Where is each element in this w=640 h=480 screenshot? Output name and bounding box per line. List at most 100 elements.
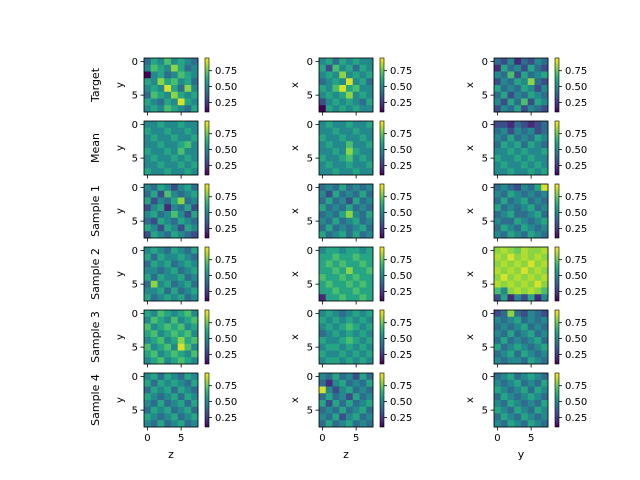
heatmap-cell (527, 204, 535, 212)
heatmap-cell (500, 78, 508, 86)
heatmap-cell (541, 148, 549, 156)
heatmap-cell (366, 190, 374, 198)
heatmap-cell (339, 211, 347, 219)
heatmap-cell (325, 161, 333, 169)
heatmap-cell (171, 420, 179, 428)
heatmap-cell (541, 58, 549, 66)
heatmap-cell (177, 310, 185, 318)
heatmap-cell (352, 316, 360, 324)
heatmap-cell (500, 413, 508, 421)
heatmap-cell (352, 71, 360, 79)
heatmap-cell (352, 357, 360, 365)
heatmap-cell (332, 190, 340, 198)
heatmap-cell (164, 58, 172, 66)
colorbar-tick-label: 0.50 (215, 82, 237, 93)
colorbar (379, 120, 385, 176)
heatmap-cell (150, 294, 158, 302)
heatmap-cell (164, 294, 172, 302)
colorbar (204, 183, 210, 239)
heatmap-cell (352, 64, 360, 72)
panel-frame (318, 120, 374, 176)
heatmap-cell (150, 287, 158, 295)
heatmap-cell (514, 217, 522, 225)
heatmap-cell (514, 91, 522, 99)
heatmap-cell (541, 393, 549, 401)
heatmap-cell (319, 357, 327, 365)
heatmap-cell (339, 386, 347, 394)
colorbar-tick-label: 0.75 (565, 318, 587, 329)
heatmap-cell (332, 393, 340, 401)
heatmap-cell (541, 400, 549, 408)
heatmap-cell (514, 134, 522, 142)
heatmap-cell (332, 294, 340, 302)
heatmap-cell (157, 161, 165, 169)
heatmap-cell (494, 78, 502, 86)
heatmap-cell (346, 64, 354, 72)
heatmap-cell (332, 98, 340, 106)
heatmap-cell (521, 294, 529, 302)
heatmap-cell (332, 400, 340, 408)
heatmap-cell (164, 400, 172, 408)
heatmap-cell (171, 91, 179, 99)
heatmap-cell (157, 379, 165, 387)
heatmap-cell (177, 386, 185, 394)
heatmap-cell (164, 413, 172, 421)
heatmap-cell (325, 91, 333, 99)
heatmap-cell (325, 357, 333, 365)
heatmap-cell (366, 85, 374, 93)
y-axis-label: x (465, 82, 476, 88)
y-tick-label: 5 (132, 406, 138, 417)
heatmap-cell (521, 274, 529, 282)
heatmap-cell (171, 330, 179, 338)
heatmap-cell (171, 58, 179, 66)
heatmap-cell (184, 379, 192, 387)
heatmap-cell (521, 337, 529, 345)
heatmap-cell (500, 190, 508, 198)
heatmap-cell (191, 420, 199, 428)
colorbar (204, 372, 210, 428)
heatmap-cell (507, 393, 515, 401)
heatmap-cell (494, 91, 502, 99)
row-label: Sample 1 (89, 185, 102, 237)
heatmap-cell (144, 134, 152, 142)
heatmap-cell (325, 190, 333, 198)
heatmap-cell (366, 197, 374, 205)
heatmap-cell (534, 154, 542, 162)
heatmap-cell (339, 78, 347, 86)
panel-r3-c1: 0 5x 0.75 0.50 0.25 (290, 246, 412, 305)
heatmap-cell (164, 224, 172, 232)
heatmap-cell (319, 224, 327, 232)
heatmap-cell (366, 58, 374, 66)
heatmap-cell (191, 231, 199, 239)
heatmap-cell (500, 148, 508, 156)
heatmap-cell (346, 154, 354, 162)
heatmap-cell (346, 224, 354, 232)
heatmap-cell (366, 350, 374, 358)
heatmap-cell (177, 247, 185, 255)
heatmap-cell (527, 420, 535, 428)
heatmap-cell (500, 280, 508, 288)
heatmap-cell (150, 64, 158, 72)
heatmap-cell (359, 406, 367, 414)
heatmap-cell (507, 247, 515, 255)
heatmap-cell (521, 393, 529, 401)
heatmap-cell (339, 413, 347, 421)
heatmap-cell (144, 78, 152, 86)
heatmap-cell (527, 260, 535, 268)
heatmap-cell (164, 168, 172, 176)
heatmap-cell (500, 343, 508, 351)
heatmap-cell (521, 323, 529, 331)
heatmap-cell (507, 386, 515, 394)
heatmap-cell (366, 379, 374, 387)
colorbar (554, 57, 560, 113)
heatmap-cell (157, 190, 165, 198)
heatmap-cell (332, 413, 340, 421)
heatmap-cell (191, 105, 199, 113)
heatmap-cell (359, 64, 367, 72)
heatmap-cell (177, 154, 185, 162)
heatmap-cell (366, 393, 374, 401)
heatmap-cell (164, 121, 172, 129)
heatmap-cell (144, 287, 152, 295)
heatmap-cell (521, 197, 529, 205)
heatmap-cell (164, 373, 172, 381)
